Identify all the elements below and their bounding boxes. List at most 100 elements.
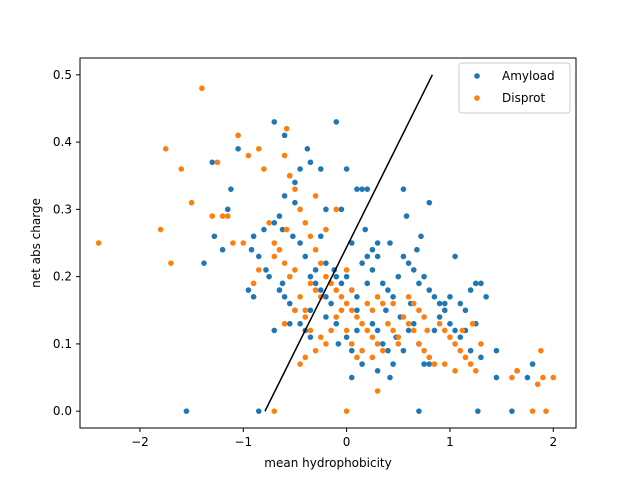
point-disprot-10: [224, 213, 231, 219]
point-amyload-71: [493, 374, 500, 381]
point-amyload-95: [317, 166, 324, 172]
point-amyload-65: [472, 280, 479, 287]
point-amyload-97: [297, 166, 303, 172]
point-disprot-47: [421, 347, 427, 354]
point-disprot-53: [452, 341, 458, 347]
point-amyload-75: [509, 408, 515, 414]
point-amyload-57: [431, 294, 438, 300]
point-amyload-80: [343, 166, 350, 172]
point-amyload-61: [452, 253, 458, 260]
point-disprot-82: [343, 327, 350, 334]
point-amyload-90: [369, 246, 376, 253]
point-amyload-100: [307, 307, 314, 314]
point-amyload-93: [323, 206, 329, 213]
point-disprot-72: [297, 361, 303, 367]
point-amyload-24: [245, 287, 252, 293]
point-amyload-131: [307, 273, 314, 280]
point-disprot-105: [369, 307, 376, 314]
point-amyload-84: [400, 186, 407, 192]
point-amyload-40: [343, 273, 350, 280]
point-disprot-75: [302, 314, 309, 320]
point-amyload-86: [426, 199, 433, 206]
point-disprot-48: [426, 354, 433, 361]
point-amyload-130: [312, 267, 319, 273]
point-disprot-7: [209, 213, 216, 219]
point-amyload-124: [348, 374, 355, 381]
point-disprot-31: [338, 294, 345, 300]
point-amyload-53: [410, 267, 417, 273]
point-amyload-120: [452, 327, 458, 334]
point-disprot-97: [323, 226, 329, 233]
decision-line: [264, 74, 434, 412]
point-amyload-126: [374, 368, 381, 374]
point-amyload-60: [447, 294, 453, 300]
x-tick-label: −2: [131, 435, 149, 449]
point-disprot-100: [302, 307, 309, 314]
point-disprot-108: [405, 294, 412, 300]
point-disprot-46: [416, 341, 422, 347]
point-disprot-101: [297, 294, 303, 300]
point-amyload-74: [529, 361, 536, 367]
point-disprot-19: [281, 152, 288, 159]
point-disprot-22: [292, 186, 298, 192]
point-disprot-95: [286, 273, 293, 280]
point-amyload-54: [416, 280, 422, 287]
x-tick-label: −1: [234, 435, 252, 449]
point-amyload-55: [421, 273, 427, 280]
point-amyload-134: [364, 280, 371, 287]
y-tick-label: 0.5: [53, 68, 72, 82]
point-amyload-34: [312, 280, 319, 287]
point-amyload-98: [271, 327, 278, 334]
point-disprot-17: [271, 240, 278, 246]
point-amyload-44: [364, 253, 371, 260]
point-amyload-64: [467, 287, 474, 293]
point-amyload-47: [379, 280, 386, 287]
point-amyload-79: [183, 408, 190, 414]
y-tick-label: 0.2: [53, 270, 72, 284]
point-amyload-15: [279, 226, 286, 233]
point-disprot-12: [235, 132, 241, 139]
point-amyload-129: [323, 260, 329, 266]
x-axis-label: mean hydrophobicity: [264, 456, 391, 470]
point-disprot-8: [214, 159, 221, 166]
point-disprot-35: [359, 320, 365, 327]
point-amyload-33: [307, 334, 314, 340]
point-disprot-15: [261, 166, 267, 172]
legend-box: [458, 62, 571, 114]
point-amyload-7: [211, 233, 218, 240]
point-amyload-91: [348, 240, 355, 246]
point-disprot-103: [348, 287, 355, 293]
point-amyload-28: [281, 294, 288, 300]
point-disprot-102: [343, 267, 350, 273]
point-disprot-110: [416, 307, 422, 314]
point-amyload-115: [421, 361, 427, 367]
x-tick-label: 1: [446, 435, 454, 449]
data-points: [95, 85, 557, 414]
point-disprot-91: [312, 287, 319, 293]
point-amyload-142: [383, 307, 389, 314]
point-disprot-45: [410, 327, 417, 334]
point-amyload-16: [290, 233, 296, 240]
point-disprot-70: [302, 354, 309, 361]
point-amyload-17: [297, 240, 303, 246]
point-amyload-110: [390, 361, 396, 367]
y-axis-ticks: 0.0 0.1 0.2 0.3 0.4 0.5: [53, 68, 80, 418]
legend: Amyload Disprot: [458, 62, 571, 114]
point-amyload-105: [348, 347, 355, 354]
point-amyload-113: [410, 320, 417, 327]
point-amyload-73: [524, 374, 531, 381]
point-disprot-55: [462, 354, 469, 361]
legend-label-amyload: Amyload: [502, 69, 555, 83]
point-amyload-128: [426, 361, 433, 367]
point-disprot-104: [364, 300, 371, 307]
point-amyload-37: [328, 300, 334, 307]
point-amyload-112: [405, 327, 412, 334]
point-amyload-1: [281, 132, 288, 139]
point-disprot-60: [514, 368, 520, 374]
point-disprot-116: [469, 320, 476, 327]
point-disprot-5: [157, 226, 164, 233]
point-amyload-143: [354, 307, 360, 314]
point-amyload-10: [228, 186, 234, 192]
point-amyload-22: [255, 253, 262, 260]
